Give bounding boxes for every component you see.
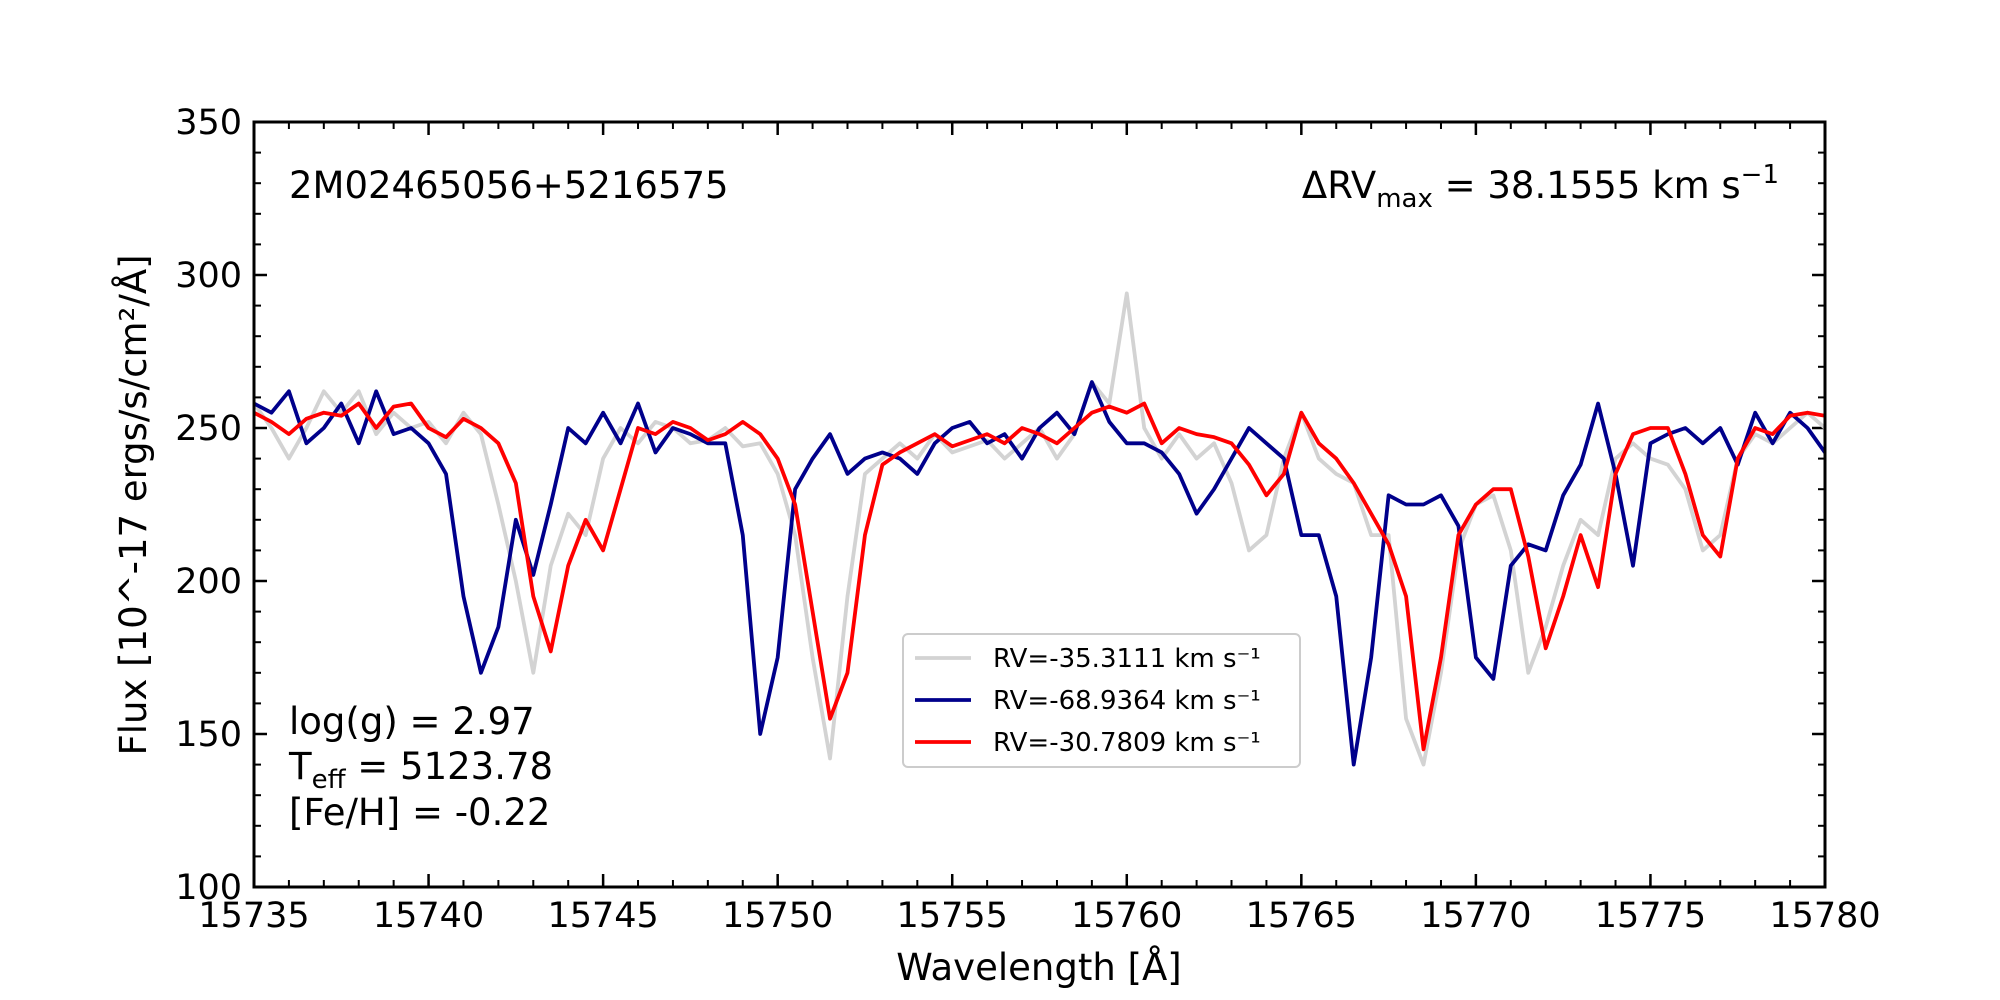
delta-rv-sup: −1	[1741, 160, 1779, 190]
teff: Teff = 5123.78	[288, 745, 553, 795]
star-id: 2M02465056+5216575	[289, 164, 729, 207]
teff-sub: eff	[312, 765, 347, 795]
legend-box	[902, 633, 1301, 768]
x-tick-label: 15745	[547, 896, 658, 936]
teff-rest: = 5123.78	[346, 745, 554, 788]
x-tick-label: 15760	[1071, 896, 1182, 936]
y-tick-label: 100	[175, 868, 242, 908]
x-tick-label: 15765	[1246, 896, 1357, 936]
legend-label: RV=-35.3111 km s⁻¹	[993, 644, 1261, 674]
legend-label: RV=-30.7809 km s⁻¹	[993, 728, 1261, 758]
x-tick-label: 15755	[897, 896, 1008, 936]
x-tick-label: 15780	[1769, 896, 1880, 936]
x-tick-label: 15775	[1595, 896, 1706, 936]
x-tick-label: 15770	[1420, 896, 1531, 936]
delta-rv-rest: = 38.1555 km s	[1433, 164, 1741, 207]
y-tick-label: 150	[175, 715, 242, 755]
y-tick-label: 200	[175, 562, 242, 602]
plot-frame	[252, 120, 1827, 889]
x-tick-label: 15735	[198, 896, 309, 936]
legend-label: RV=-68.9364 km s⁻¹	[993, 686, 1261, 716]
y-tick-label: 300	[175, 256, 242, 296]
x-tick-label: 15740	[373, 896, 484, 936]
logg: log(g) = 2.97	[289, 700, 535, 743]
x-tick-label: 15750	[722, 896, 833, 936]
y-tick-label: 350	[175, 103, 242, 143]
teff-base: T	[288, 745, 312, 788]
y-axis-label: Flux [10^-17 ergs/s/cm²/Å]	[111, 254, 155, 755]
spectrum-line	[254, 401, 1825, 752]
x-axis-label: Wavelength [Å]	[896, 945, 1181, 989]
delta-rv: ΔRVmax = 38.1555 km s−1	[1302, 160, 1779, 214]
y-tick-label: 250	[175, 409, 242, 449]
spectrum-line	[254, 380, 1825, 767]
delta-rv-base: ΔRV	[1302, 164, 1376, 207]
delta-rv-sub: max	[1376, 184, 1433, 214]
feh: [Fe/H] = -0.22	[289, 791, 550, 834]
